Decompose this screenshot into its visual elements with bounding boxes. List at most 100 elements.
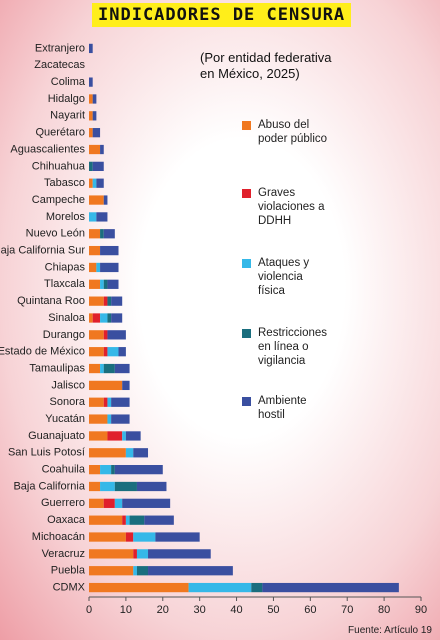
bar-segment: [89, 94, 93, 104]
bar-segment: [100, 245, 119, 256]
bar-segment: [136, 566, 149, 576]
bar-segment: [100, 465, 112, 475]
bar-segment: [89, 532, 126, 542]
y-tick-label: Campeche: [32, 194, 85, 206]
bar-segment: [89, 465, 101, 475]
bar-segment: [114, 481, 137, 492]
bar-segment: [107, 347, 119, 357]
bar-segment: [89, 128, 93, 138]
bar-segment: [107, 296, 112, 306]
bar-segment: [103, 363, 115, 374]
bar-segment: [89, 195, 104, 205]
bar-segment: [100, 481, 115, 492]
bar-segment: [89, 313, 93, 323]
bar-segment: [251, 582, 263, 593]
bar-segment: [89, 111, 93, 121]
x-tick-label: 90: [415, 604, 427, 616]
bar-segment: [96, 212, 108, 222]
bar-segment: [133, 566, 137, 576]
bar-segment: [114, 363, 130, 374]
y-tick-label: Quintana Roo: [17, 295, 85, 307]
bar-segment: [89, 296, 104, 306]
bar-segment: [103, 279, 108, 289]
bar-segment: [103, 498, 115, 508]
bar-segment: [92, 313, 101, 323]
bar-segment: [92, 178, 97, 188]
bar-segment: [103, 296, 108, 306]
legend-swatch: [242, 259, 251, 268]
bar-segment: [133, 549, 137, 559]
bar-segment: [89, 481, 101, 492]
bar-segment: [125, 532, 134, 542]
x-tick-label: 80: [378, 604, 390, 616]
bar-segment: [122, 380, 130, 391]
x-tick-label: 60: [304, 604, 316, 616]
bar-segment: [107, 313, 112, 323]
y-tick-label: Guerrero: [41, 497, 85, 509]
x-tick-label: 40: [230, 604, 242, 616]
bar-segment: [107, 279, 119, 289]
bar-segment: [89, 77, 93, 87]
bar-segment: [148, 549, 211, 559]
chart-subtitle: (Por entidad federativa en México, 2025): [200, 50, 332, 81]
bar-segment: [107, 330, 126, 340]
y-tick-label: Hidalgo: [48, 93, 85, 105]
bar-segment: [89, 566, 134, 576]
source-note: Fuente: Artículo 19: [348, 625, 432, 636]
bar-segment: [125, 431, 141, 441]
bar-segment: [100, 279, 104, 289]
bar-segment: [100, 144, 104, 155]
x-tick-label: 70: [341, 604, 353, 616]
bar-segment: [111, 296, 123, 306]
bar-segment: [89, 431, 108, 441]
bar-segment: [92, 111, 97, 121]
y-tick-label: Coahuila: [42, 464, 86, 476]
bar-segment: [100, 363, 104, 374]
bar-segment: [111, 397, 130, 407]
x-tick-label: 0: [86, 604, 92, 616]
y-tick-label: Chihuahua: [32, 160, 86, 172]
bar-segment: [89, 245, 101, 256]
y-tick-label: Guanajuato: [28, 430, 85, 442]
y-tick-label: Nuevo León: [26, 228, 85, 240]
bar-segment: [107, 397, 112, 407]
legend-label: Ambiente hostil: [258, 395, 307, 421]
bar-segment: [103, 397, 108, 407]
y-tick-label: Estado de México: [0, 346, 85, 358]
y-tick-label: Jalisco: [51, 379, 85, 391]
bar-segment: [89, 448, 126, 458]
bar-segment: [114, 465, 163, 475]
y-tick-label: Durango: [43, 329, 85, 341]
bar-segment: [89, 212, 97, 222]
bar-segment: [129, 515, 145, 525]
bar-segment: [89, 330, 104, 340]
y-tick-label: Veracruz: [42, 548, 85, 560]
bar-segment: [188, 582, 252, 593]
bar-segment: [89, 498, 104, 508]
bar-segment: [89, 161, 93, 171]
bar-segment: [103, 330, 108, 340]
y-tick-label: Michoacán: [32, 531, 85, 543]
legend-swatch: [242, 121, 251, 130]
bar-segment: [118, 347, 126, 357]
bar-segment: [136, 549, 149, 559]
y-tick-label: Yucatán: [45, 413, 85, 425]
y-tick-label: Tlaxcala: [44, 278, 86, 290]
y-tick-label: Chiapas: [45, 261, 86, 273]
y-tick-label: Tabasco: [44, 177, 85, 189]
x-tick-label: 10: [120, 604, 132, 616]
legend-swatch: [242, 397, 251, 406]
bar-segment: [103, 347, 108, 357]
bar-segment: [89, 582, 189, 593]
bar-segment: [107, 431, 123, 441]
bar-segment: [100, 229, 104, 239]
bar-segment: [155, 532, 200, 542]
legend-label: Abuso del poder público: [258, 119, 328, 145]
bar-segment: [125, 515, 130, 525]
y-tick-label: Aguascalientes: [10, 143, 85, 155]
bar-segment: [89, 414, 108, 424]
bar-segment: [89, 347, 104, 357]
legend-swatch: [242, 189, 251, 198]
x-tick-label: 30: [194, 604, 206, 616]
